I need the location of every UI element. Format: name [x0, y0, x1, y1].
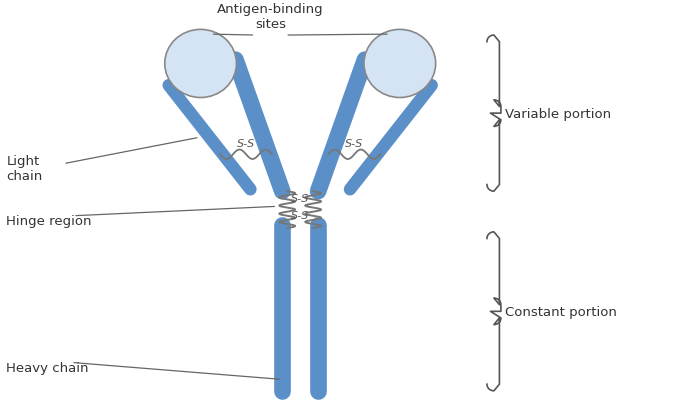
Text: Light
chain: Light chain	[6, 155, 43, 183]
Circle shape	[364, 30, 435, 98]
Text: Antigen-binding
sites: Antigen-binding sites	[217, 3, 323, 31]
Text: S-S: S-S	[291, 210, 309, 220]
Text: S-S: S-S	[345, 138, 363, 148]
Circle shape	[164, 30, 237, 98]
Text: S-S: S-S	[291, 193, 309, 203]
Text: S-S: S-S	[237, 138, 256, 148]
Text: Hinge region: Hinge region	[6, 214, 92, 228]
Text: Heavy chain: Heavy chain	[6, 361, 89, 374]
Text: Variable portion: Variable portion	[505, 107, 612, 120]
Text: Constant portion: Constant portion	[505, 305, 617, 318]
